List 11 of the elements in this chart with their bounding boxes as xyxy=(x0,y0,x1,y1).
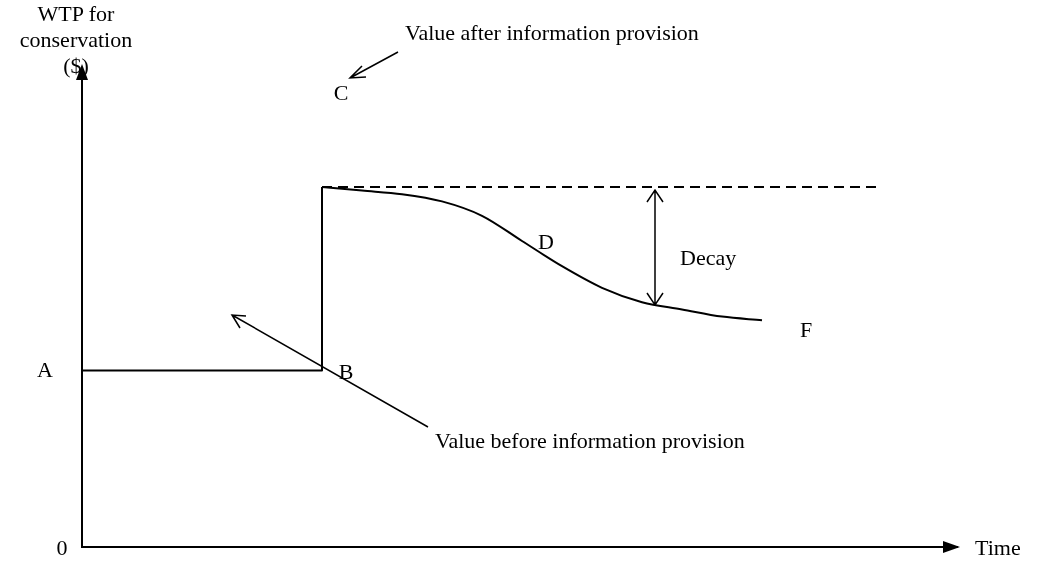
text: A xyxy=(37,357,53,383)
annotation: Decay xyxy=(680,245,737,271)
text: 0 xyxy=(56,535,68,561)
annotation: B xyxy=(338,359,354,385)
annotation: Value before information provision xyxy=(435,428,745,454)
text: C xyxy=(333,80,349,106)
x-axis-title: Time xyxy=(975,535,1021,561)
annotation: F xyxy=(799,317,813,343)
text: Value after information provision xyxy=(405,20,699,46)
y-axis-title: WTP for conservation ($) xyxy=(18,1,134,79)
annotation: D xyxy=(538,229,554,255)
